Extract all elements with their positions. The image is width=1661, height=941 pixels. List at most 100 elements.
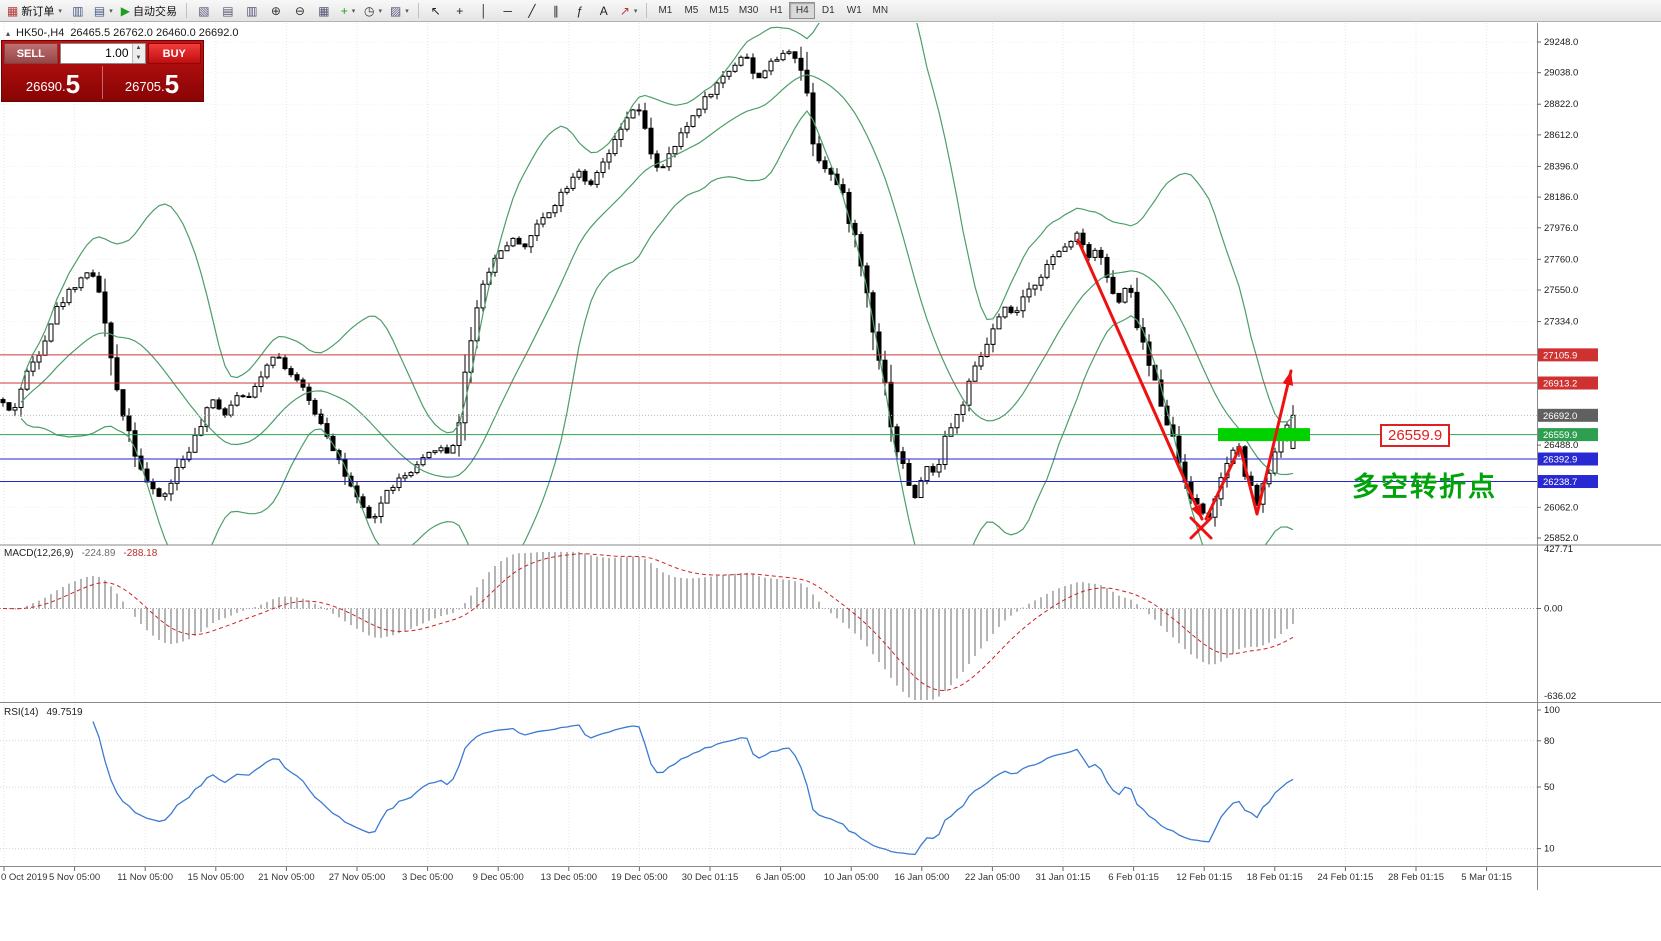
price-axis-label: 26062.0 — [1544, 502, 1578, 513]
indicators-button[interactable]: + ▾ — [336, 2, 360, 20]
trendline-icon: ╱ — [528, 3, 536, 18]
volume-stepper[interactable]: 1.00 ▲ ▼ — [59, 43, 146, 64]
price-tag[interactable] — [1538, 428, 1598, 442]
dropdown-arrow-icon[interactable]: ▾ — [405, 7, 409, 15]
dropdown-arrow-icon[interactable]: ▾ — [58, 7, 62, 15]
time-axis-label: 5 Nov 05:00 — [49, 872, 100, 883]
time-axis-label: 13 Dec 05:00 — [541, 872, 598, 883]
tile-horizontally-button[interactable]: ▤ — [216, 2, 240, 20]
down-trend-arrow[interactable] — [1076, 238, 1204, 521]
chart-symbol-label: HK50-,H4 — [16, 27, 65, 39]
time-axis: 0 Oct 2019 5 Nov 05:00 11 Nov 05:00 15 Nov … — [1, 867, 1512, 883]
price-tag-label: 26238.7 — [1543, 477, 1577, 488]
cursor-icon: ↖ — [430, 3, 441, 18]
x-mark[interactable] — [1189, 516, 1213, 540]
cascade-windows-button[interactable]: ▧ — [192, 2, 216, 20]
volume-decrease-button[interactable]: ▼ — [132, 53, 145, 63]
price-axis-label: 29038.0 — [1544, 68, 1578, 79]
chart-ohlc-title: ▴ HK50-,H4 26465.5 26762.0 26460.0 26692… — [6, 27, 239, 39]
zoom-in-button[interactable]: ⊕ — [264, 2, 288, 20]
dropdown-arrow-icon[interactable]: ▾ — [633, 7, 638, 15]
volume-value[interactable]: 1.00 — [105, 46, 129, 60]
charts-toolbar-button[interactable]: ▥ — [66, 2, 90, 20]
timeframe-mn-button[interactable]: MN — [872, 5, 889, 16]
add-indicator-icon: + — [340, 3, 348, 18]
time-axis-label: 22 Jan 05:00 — [965, 872, 1020, 883]
macd-name: MACD(12,26,9) — [4, 548, 74, 559]
pivot-note-text[interactable]: 多空转折点 — [1352, 472, 1497, 502]
profiles-button[interactable]: ▤ ▾ — [90, 2, 117, 20]
horizontal-line-button[interactable]: ─ — [496, 2, 520, 20]
tile-windows-icon: ▦ — [318, 3, 330, 18]
time-axis-label: 24 Feb 01:15 — [1317, 872, 1373, 883]
auto-trading-button[interactable]: ▶ 自动交易 — [117, 2, 181, 20]
zoom-out-button[interactable]: ⊖ — [288, 2, 312, 20]
timeframe-m5-button[interactable]: M5 — [684, 5, 699, 16]
macd-signal-value: -288.18 — [123, 548, 158, 559]
timeframe-m15-button[interactable]: M15 — [709, 5, 729, 16]
channel-button[interactable]: ∥ — [544, 2, 568, 20]
time-axis-label: 3 Dec 05:00 — [402, 872, 453, 883]
templates-button[interactable]: ▨ ▾ — [386, 2, 413, 20]
arrowhead — [1191, 503, 1202, 519]
buy-price[interactable]: 26705. 5 — [103, 66, 201, 99]
price-callout-box[interactable]: 26559.9 — [1380, 424, 1451, 447]
arrow-shapes-icon: ↗ — [619, 3, 630, 18]
price-tag[interactable] — [1538, 376, 1598, 390]
new-order-button-label: 新订单 — [21, 5, 55, 18]
cursor-button[interactable]: ↖ — [424, 2, 448, 20]
toolbar-separator — [185, 3, 187, 18]
sell-price[interactable]: 26690. 5 — [4, 66, 103, 99]
timeframe-h1-button[interactable]: H1 — [769, 5, 783, 16]
price-tag[interactable] — [1538, 408, 1598, 422]
rsi-indicator-label: RSI(14) 49.7519 — [4, 707, 83, 718]
bollinger-lower-band — [20, 109, 1294, 545]
price-tag[interactable] — [1538, 475, 1598, 489]
price-axis-label: 28822.0 — [1544, 99, 1578, 110]
time-axis-label: 6 Jan 05:00 — [756, 872, 806, 883]
green-pivot-zone[interactable] — [1218, 428, 1310, 442]
dropdown-arrow-icon[interactable]: ▾ — [109, 7, 113, 15]
price-axis: 29248.0 29038.0 28822.0 28612.0 28396.0 28186… — [0, 23, 1661, 890]
arrows-button[interactable]: ↗ ▾ — [616, 2, 642, 20]
toolbar-separator — [646, 3, 648, 18]
time-axis-label: 0 Oct 2019 — [1, 872, 47, 883]
time-axis-label: 31 Jan 01:15 — [1036, 872, 1091, 883]
tile-vertically-button[interactable]: ▥ — [240, 2, 264, 20]
bollinger-upper-band — [20, 23, 1294, 434]
bar-chart-icon: ▥ — [72, 3, 84, 18]
timeframe-m30-button[interactable]: M30 — [738, 5, 759, 16]
time-axis-label: 16 Jan 05:00 — [894, 872, 949, 883]
buy-button[interactable]: BUY — [147, 43, 201, 64]
price-tag[interactable] — [1538, 452, 1598, 466]
volume-stepper-arrows: ▲ ▼ — [131, 44, 145, 63]
vertical-line-button[interactable]: │ — [472, 2, 496, 20]
dropdown-arrow-icon[interactable]: ▾ — [378, 7, 382, 15]
grid — [0, 23, 1537, 866]
price-axis-label: 27334.0 — [1544, 317, 1578, 328]
new-order-button[interactable]: ▦ 新订单 ▾ — [3, 2, 66, 20]
dropdown-arrow-icon[interactable]: ▾ — [351, 7, 356, 15]
timeframe-h4-button[interactable]: H4 — [789, 2, 816, 19]
timeframe-w1-button[interactable]: W1 — [846, 5, 862, 16]
price-tag[interactable] — [1538, 348, 1598, 362]
time-axis-label: 18 Feb 01:15 — [1247, 872, 1303, 883]
crosshair-icon: + — [456, 3, 464, 18]
volume-increase-button[interactable]: ▲ — [132, 44, 145, 54]
reversal-zigzag-arrow[interactable] — [1204, 369, 1293, 521]
sell-price-main: 26690. — [25, 79, 66, 94]
chart-ohlc-values: 26465.5 26762.0 26460.0 26692.0 — [70, 27, 239, 39]
fibonacci-button[interactable]: ƒ — [568, 2, 592, 20]
tile-windows-button[interactable]: ▦ — [312, 2, 336, 20]
periods-button[interactable]: ◷ ▾ — [360, 2, 386, 20]
time-axis-label: 11 Nov 05:00 — [117, 872, 173, 883]
timeframe-m1-button[interactable]: M1 — [658, 5, 673, 16]
trendline-button[interactable]: ╱ — [520, 2, 544, 20]
one-click-trading-panel: SELL 1.00 ▲ ▼ BUY 26690. 5 26705. 5 — [1, 40, 204, 102]
sell-button[interactable]: SELL — [4, 43, 58, 64]
timeframe-d1-button[interactable]: D1 — [821, 5, 835, 16]
time-axis-label: 15 Nov 05:00 — [188, 872, 245, 883]
macd-axis-label: 0.00 — [1544, 604, 1563, 615]
crosshair-button[interactable]: + — [448, 2, 472, 20]
text-button[interactable]: A — [592, 2, 616, 20]
